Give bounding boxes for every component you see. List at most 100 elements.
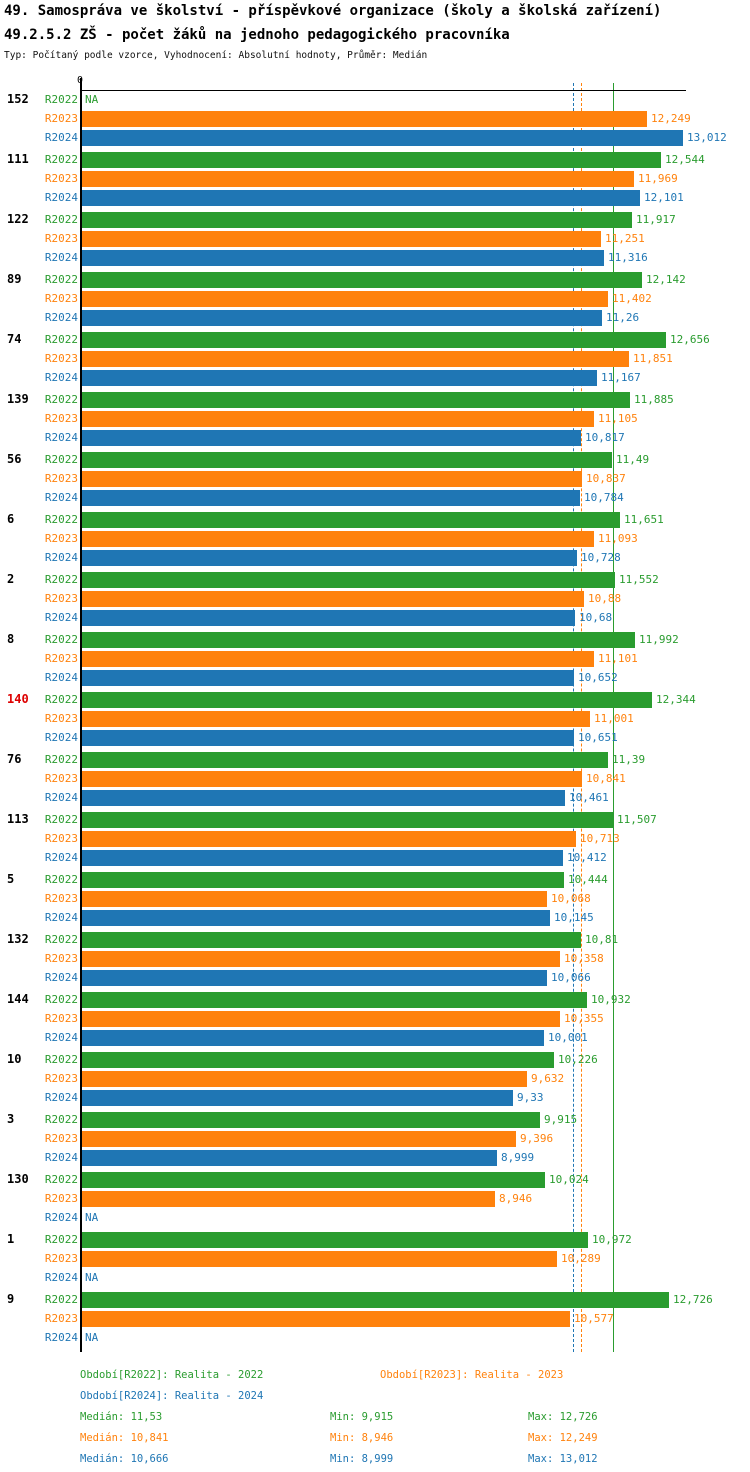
value-label: 11,001 [594, 712, 634, 725]
year-label-r2024: R2024 [44, 1091, 78, 1104]
group-label: 113 [7, 812, 29, 826]
bar-r2022 [82, 992, 587, 1008]
group-label: 152 [7, 92, 29, 106]
year-label-r2022: R2022 [44, 633, 78, 646]
value-label: 12,656 [670, 333, 710, 346]
group-label: 74 [7, 332, 22, 346]
bar-r2023 [82, 291, 608, 307]
bar-r2024 [82, 1090, 513, 1106]
bar-r2023 [82, 351, 629, 367]
y-axis-line [80, 78, 82, 1352]
group-label: 140 [7, 692, 29, 706]
bar-r2024 [82, 310, 602, 326]
year-label-r2023: R2023 [44, 232, 78, 245]
year-label-r2024: R2024 [44, 791, 78, 804]
year-label-r2023: R2023 [44, 172, 78, 185]
value-label: 11,251 [605, 232, 645, 245]
value-label: 10,651 [578, 731, 618, 744]
group-label: 3 [7, 1112, 15, 1126]
year-label-r2023: R2023 [44, 112, 78, 125]
year-label-r2023: R2023 [44, 472, 78, 485]
group-label: 56 [7, 452, 22, 466]
group-label: 5 [7, 872, 15, 886]
value-label: 10,355 [564, 1012, 604, 1025]
year-label-r2023: R2023 [44, 352, 78, 365]
year-label-r2022: R2022 [44, 153, 78, 166]
value-label: 10,577 [574, 1312, 614, 1325]
bar-r2024 [82, 730, 574, 746]
value-label: 9,396 [520, 1132, 554, 1145]
year-label-r2023: R2023 [44, 892, 78, 905]
value-label: 10,001 [548, 1031, 588, 1044]
value-label: 10,972 [592, 1233, 632, 1246]
value-label: 13,012 [687, 131, 727, 144]
year-label-r2023: R2023 [44, 652, 78, 665]
year-label-r2024: R2024 [44, 1151, 78, 1164]
legend-item-r2023: Období[R2023]: Realita - 2023 [380, 1369, 564, 1381]
year-label-r2022: R2022 [44, 813, 78, 826]
group-label: 132 [7, 932, 29, 946]
stat-median-r2023: Medián: 10,841 [80, 1432, 169, 1444]
group-label: 1 [7, 1232, 15, 1246]
value-label: 12,544 [665, 153, 705, 166]
bar-r2023 [82, 411, 594, 427]
year-label-r2022: R2022 [44, 1233, 78, 1246]
value-label: 12,344 [656, 693, 696, 706]
group-label: 8 [7, 632, 15, 646]
bar-r2023 [82, 831, 576, 847]
value-label: 11,26 [606, 311, 640, 324]
bar-r2022 [82, 392, 630, 408]
value-label: 10,784 [584, 491, 624, 504]
bar-r2023 [82, 711, 590, 727]
year-label-r2022: R2022 [44, 993, 78, 1006]
year-label-r2024: R2024 [44, 491, 78, 504]
stat-min-r2022: Min: 9,915 [330, 1411, 394, 1423]
year-label-r2022: R2022 [44, 1293, 78, 1306]
na-label: NA [85, 1331, 99, 1344]
report-subtitle: Typ: Počítaný podle vzorce, Vyhodnocení:… [4, 50, 428, 61]
year-label-r2024: R2024 [44, 611, 78, 624]
stat-min-r2024: Min: 8,999 [330, 1453, 394, 1465]
year-label-r2023: R2023 [44, 772, 78, 785]
year-label-r2023: R2023 [44, 1072, 78, 1085]
stat-median-r2024: Medián: 10,666 [80, 1453, 169, 1465]
value-label: 10,024 [549, 1173, 589, 1186]
bar-r2024 [82, 250, 604, 266]
report-title-line2: 49.2.5.2 ZŠ - počet žáků na jednoho peda… [4, 27, 510, 43]
year-label-r2024: R2024 [44, 311, 78, 324]
stat-min-r2023: Min: 8,946 [330, 1432, 394, 1444]
bar-r2024 [82, 490, 580, 506]
group-label: 122 [7, 212, 29, 226]
bar-r2022 [82, 332, 666, 348]
value-label: 10,226 [558, 1053, 598, 1066]
year-label-r2022: R2022 [44, 93, 78, 106]
value-label: 10,88 [588, 592, 622, 605]
bar-r2022 [82, 1112, 540, 1128]
value-label: 10,358 [564, 952, 604, 965]
value-label: 10,837 [586, 472, 626, 485]
bar-r2022 [82, 152, 661, 168]
bar-r2023 [82, 1311, 570, 1327]
year-label-r2024: R2024 [44, 551, 78, 564]
year-label-r2022: R2022 [44, 213, 78, 226]
value-label: 9,632 [531, 1072, 565, 1085]
year-label-r2023: R2023 [44, 532, 78, 545]
bar-r2022 [82, 632, 635, 648]
year-label-r2024: R2024 [44, 1271, 78, 1284]
value-label: 11,093 [598, 532, 638, 545]
year-label-r2024: R2024 [44, 851, 78, 864]
bar-r2022 [82, 512, 620, 528]
year-label-r2022: R2022 [44, 393, 78, 406]
value-label: 10,841 [586, 772, 626, 785]
bar-r2023 [82, 891, 547, 907]
year-label-r2023: R2023 [44, 1252, 78, 1265]
bar-r2023 [82, 1191, 495, 1207]
group-label: 139 [7, 392, 29, 406]
year-label-r2023: R2023 [44, 292, 78, 305]
year-label-r2023: R2023 [44, 1192, 78, 1205]
value-label: 11,101 [598, 652, 638, 665]
bar-r2023 [82, 471, 582, 487]
bar-r2024 [82, 910, 550, 926]
group-label: 6 [7, 512, 15, 526]
value-label: 12,101 [644, 191, 684, 204]
